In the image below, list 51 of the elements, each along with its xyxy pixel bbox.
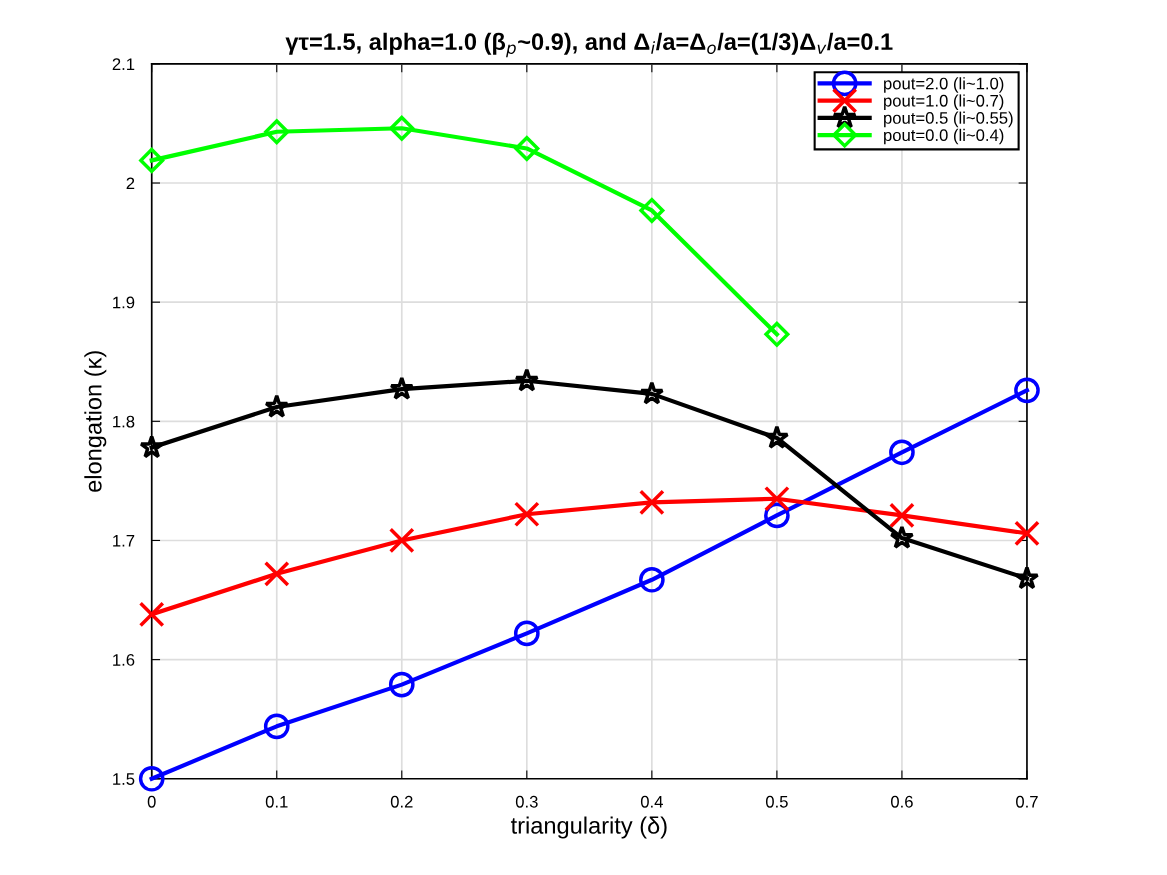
y-tick-label: 1.9: [113, 296, 135, 309]
point: [138, 601, 165, 628]
point: [764, 321, 790, 347]
point: [264, 119, 290, 145]
point: [138, 765, 165, 792]
point: [639, 489, 665, 516]
y-tick-label: 1.8: [113, 415, 135, 428]
x-tick-label: 0: [147, 795, 156, 808]
y-tick-label: 1.5: [113, 773, 135, 785]
point: [388, 527, 415, 554]
legend-label: pout=0.5 (li~0.55): [884, 111, 1013, 128]
point: [639, 566, 665, 593]
point: [764, 485, 790, 512]
legend-label: pout=0.0 (li~0.4): [884, 128, 1004, 145]
point: [889, 525, 915, 549]
point: [389, 376, 415, 400]
y-tick-label: 1.6: [113, 654, 135, 666]
point: [388, 671, 415, 698]
point: [389, 115, 415, 141]
point: [514, 135, 540, 162]
point: [263, 560, 290, 587]
x-tick-label: 0.5: [765, 795, 788, 808]
point: [889, 439, 915, 466]
point: [513, 501, 540, 528]
y-tick-label: 2: [126, 177, 135, 190]
x-tick-label: 0.6: [890, 795, 913, 808]
point: [1014, 565, 1040, 590]
y-axis-title: elongation (κ): [84, 351, 107, 492]
point: [513, 620, 540, 647]
x-tick-label: 0.4: [640, 795, 663, 808]
x-tick-label: 0.7: [1016, 795, 1038, 808]
point: [889, 502, 915, 529]
point: [1014, 520, 1040, 547]
x-tick-label: 0.3: [515, 795, 538, 808]
legend-label: pout=2.0 (li~1.0): [884, 77, 1004, 93]
point: [263, 713, 290, 740]
chart-title: γτ=1.5, alpha=1.0 (β$_{p}$~0.9), and Δ$_{i}$/a=Δ$_{o}$/a=(1/3)Δ$_{v}$/a=0.1: [285, 32, 893, 58]
x-axis-title: triangularity (δ): [510, 816, 667, 839]
legend-label: pout=1.0 (li~0.7): [884, 94, 1004, 110]
point: [639, 197, 665, 223]
point: [139, 434, 165, 459]
y-tick-label: 2.1: [112, 58, 135, 70]
point: [514, 367, 540, 392]
x-tick-label: 0.1: [265, 795, 288, 808]
x-tick-label: 0.2: [390, 795, 413, 808]
y-tick-label: 1.7: [113, 535, 135, 547]
point: [764, 425, 790, 449]
point: [1014, 377, 1040, 404]
point: [139, 147, 165, 173]
point: [639, 381, 665, 405]
point: [264, 394, 290, 418]
